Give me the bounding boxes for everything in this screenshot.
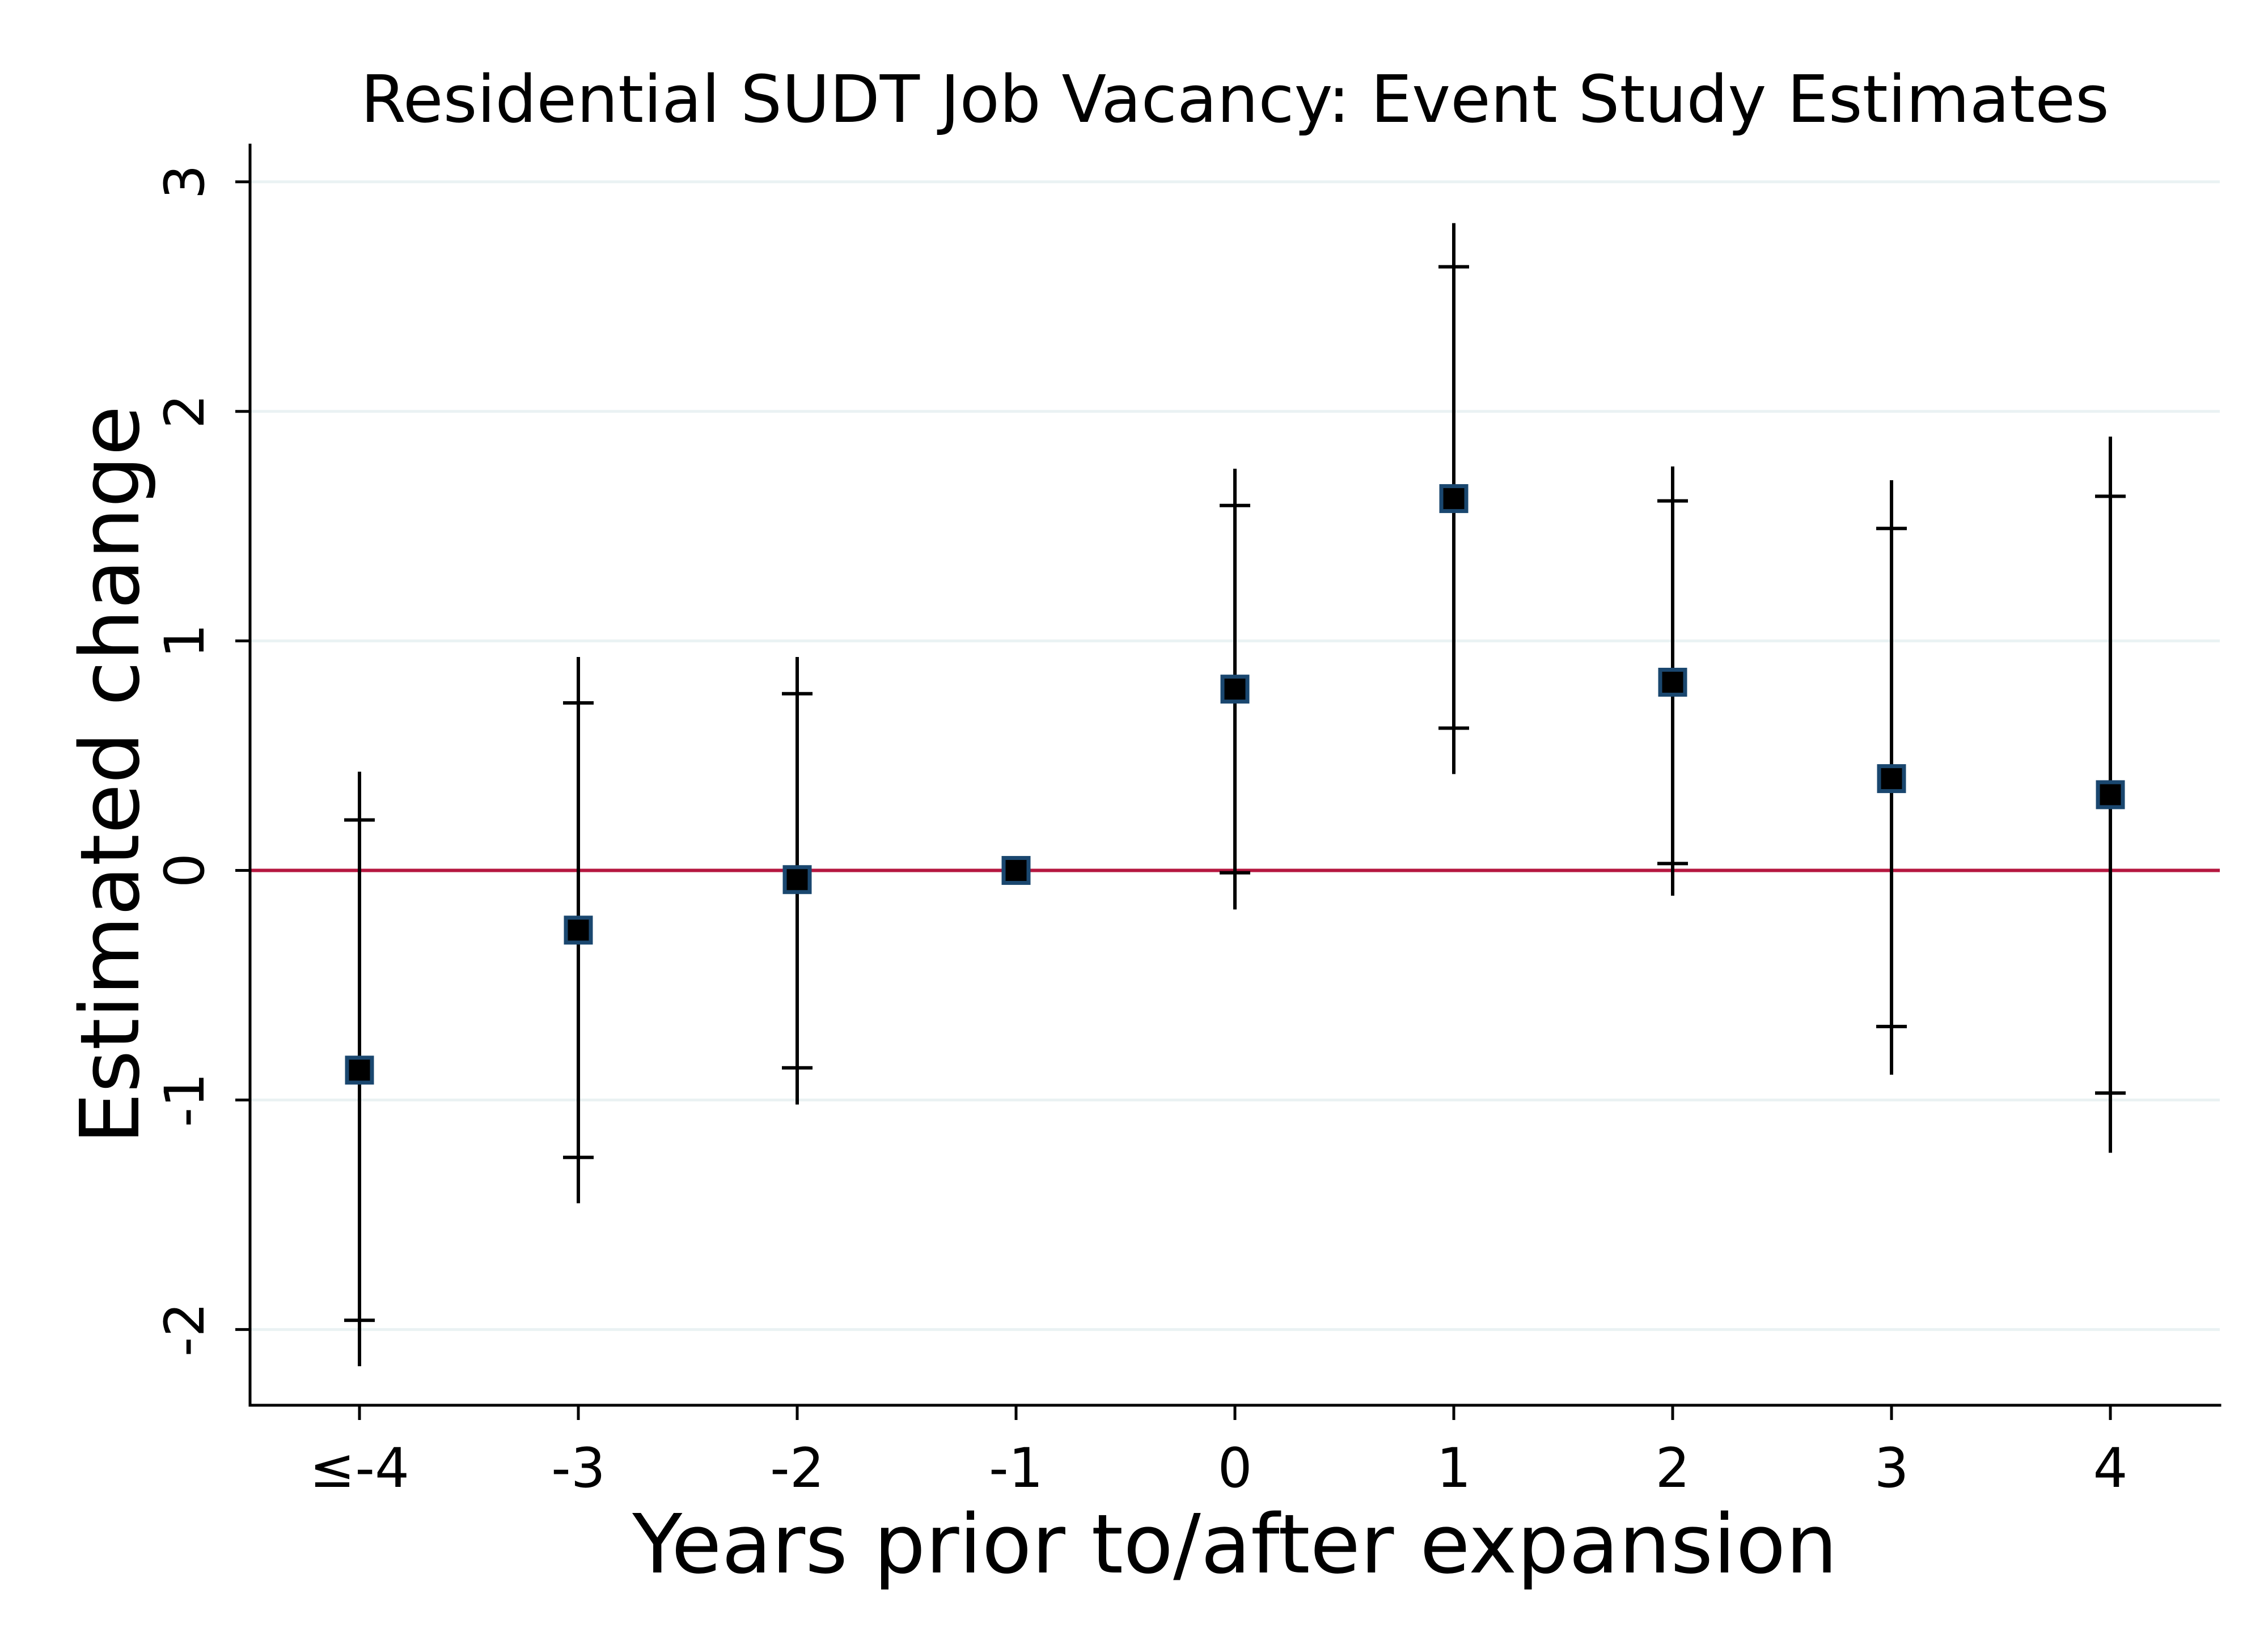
x-tick-label: 0	[1217, 1436, 1252, 1500]
point-marker	[345, 1055, 374, 1085]
point-estimates	[345, 484, 2125, 1085]
x-tick-label: 2	[1655, 1436, 1690, 1500]
chart-title: Residential SUDT Job Vacancy: Event Stud…	[361, 62, 2109, 138]
x-tick-label: ≤-4	[310, 1436, 409, 1500]
y-tick-label: -2	[153, 1303, 217, 1357]
point-marker	[1658, 668, 1687, 697]
x-tick-label: 1	[1436, 1436, 1471, 1500]
point-marker	[564, 915, 593, 945]
y-tick-label: -1	[153, 1073, 217, 1127]
y-axis-title: Estimated change	[62, 405, 158, 1144]
point-marker	[1001, 856, 1031, 885]
y-tick-label: 3	[153, 164, 217, 199]
x-axis-ticks: ≤-4 -3 -2 -1 0 1 2 3 4	[310, 1405, 2128, 1500]
x-tick-label: -3	[551, 1436, 606, 1500]
point-marker	[1877, 764, 1906, 794]
point-marker	[1439, 484, 1469, 514]
x-tick-label: 3	[1874, 1436, 1909, 1500]
x-axis-title: Years prior to/after expansion	[632, 1497, 1837, 1592]
point-marker	[1220, 675, 1250, 704]
point-marker	[2096, 780, 2125, 809]
y-axis-ticks: 3 2 1 0 -1 -2	[153, 164, 250, 1356]
y-tick-label: 0	[153, 853, 217, 888]
y-tick-label: 1	[153, 624, 217, 658]
y-tick-label: 2	[153, 394, 217, 429]
x-tick-label: 4	[2093, 1436, 2127, 1500]
x-tick-label: -2	[770, 1436, 824, 1500]
point-marker	[782, 865, 812, 895]
x-tick-label: -1	[989, 1436, 1043, 1500]
